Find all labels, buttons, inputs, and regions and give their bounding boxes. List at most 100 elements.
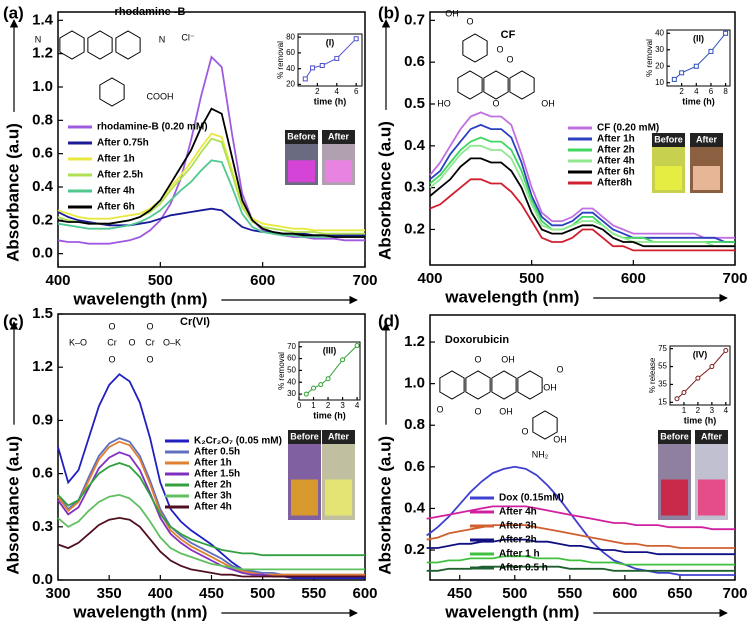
x-tick-label: 2 — [696, 406, 701, 415]
y-axis-label: Absorbance (a.u) — [3, 123, 22, 262]
structure-label: OH — [499, 406, 513, 416]
structure-label: OH — [553, 434, 567, 444]
y-tick-label: 0.3 — [404, 179, 425, 196]
annotation: Doxorubicin — [445, 334, 509, 346]
y-tick-label: 40 — [655, 28, 664, 37]
structure-label: O — [556, 364, 563, 374]
x-tick-label: 4 — [355, 401, 360, 410]
photo-label-bg — [695, 430, 728, 444]
x-tick-label: 8 — [723, 87, 728, 96]
panel-label: (a) — [3, 3, 24, 22]
x-tick-label: 700 — [352, 272, 377, 289]
structure-label: O — [521, 426, 528, 436]
legend-label: After 4h — [194, 502, 232, 513]
x-tick-label: 4 — [694, 87, 699, 96]
inset-point — [695, 375, 701, 381]
structure-ring — [115, 30, 141, 60]
photo-label: Before — [290, 431, 319, 441]
photo-liquid — [291, 479, 318, 516]
structure-label: O — [108, 321, 115, 331]
y-axis-label: Absorbance (a.u) — [375, 121, 394, 260]
photo-label-bg — [322, 130, 355, 144]
x-tick-label: 4 — [335, 87, 340, 96]
photo-label: After — [696, 134, 717, 144]
x-axis-label: wavelength (nm) — [444, 287, 579, 306]
photo-label: Before — [660, 431, 689, 441]
inset-point — [693, 63, 699, 69]
legend-label: After 0.75h — [97, 138, 149, 149]
legend-label: After8h — [597, 178, 632, 189]
inset-point — [674, 396, 680, 402]
y-tick-label: 55 — [658, 362, 667, 371]
inset-y-label: % release — [648, 357, 657, 393]
spectrum-line — [57, 107, 365, 238]
x-tick-label: 1 — [682, 406, 687, 415]
panel-label: (d) — [378, 311, 400, 330]
spectrum-line — [429, 178, 735, 252]
x-tick-label: 2 — [679, 87, 684, 96]
spectrum-line — [57, 55, 365, 245]
inset-point — [311, 385, 317, 391]
photo-label-bg — [652, 133, 685, 147]
inset-label: (IV) — [693, 349, 708, 359]
structure-label: O — [108, 354, 115, 364]
y-tick-label: 40 — [287, 377, 296, 386]
x-tick-label: 600 — [352, 585, 377, 602]
y-tick-label: 30 — [655, 45, 664, 54]
photo-liquid — [325, 479, 352, 516]
structure-label: O — [492, 98, 499, 108]
structure-ring — [87, 30, 113, 60]
inset-point — [319, 63, 325, 69]
legend-label: Dox (0.15mM) — [499, 493, 564, 504]
x-tick-label: 4 — [724, 406, 729, 415]
structure-ring — [439, 370, 465, 400]
photo-label-bg — [690, 133, 723, 147]
x-tick-label: 500 — [250, 585, 275, 602]
y-axis-label: Absorbance (a.u) — [3, 436, 22, 575]
y-tick-label: 1.2 — [404, 333, 425, 350]
inset-point — [353, 36, 359, 42]
y-tick-label: 0.8 — [404, 416, 425, 433]
spectrum-line — [57, 493, 365, 571]
spectrum-line — [57, 462, 365, 557]
structure-label: N — [35, 34, 42, 44]
x-tick-label: 700 — [722, 270, 747, 287]
y-tick-label: 60 — [286, 48, 295, 57]
structure-label: O–K — [163, 337, 181, 347]
legend-label: After 3h — [194, 491, 232, 502]
x-tick-label: 300 — [45, 585, 70, 602]
structure-label: HO — [437, 98, 451, 108]
structure-ring — [491, 370, 517, 400]
x-tick-label: 350 — [97, 585, 122, 602]
inset-point — [709, 364, 715, 370]
y-tick-label: 70 — [287, 342, 296, 351]
structure-label: Cl⁻ — [181, 32, 194, 42]
legend-label: After 0.5h — [194, 447, 240, 458]
legend-label: After 1h — [194, 458, 232, 469]
structure-label: O — [466, 16, 473, 26]
x-tick-label: 550 — [557, 585, 582, 602]
y-tick-label: 0.6 — [404, 53, 425, 70]
inset-y-label: % removal — [276, 41, 285, 79]
y-tick-label: 1.2 — [32, 358, 53, 375]
structure-ring — [99, 77, 125, 107]
structure-label: O — [496, 44, 503, 54]
x-tick-label: 0 — [297, 401, 302, 410]
annotation: CF — [501, 29, 516, 41]
photo-liquid — [325, 160, 352, 183]
y-tick-label: 0.7 — [404, 11, 425, 28]
y-tick-label: 0.3 — [32, 518, 53, 535]
y-tick-label: 80 — [286, 32, 295, 41]
panel-label: (c) — [3, 311, 24, 330]
legend-label: After 4h — [499, 507, 537, 518]
spectrum-line — [426, 465, 735, 576]
y-tick-label: 60 — [287, 354, 296, 363]
structure-ring — [462, 33, 488, 63]
x-tick-label: 1 — [311, 401, 316, 410]
spectrum-line — [57, 159, 365, 238]
y-tick-label: 50 — [287, 366, 296, 375]
inset-label: (III) — [323, 345, 337, 355]
legend-label: After 6h — [597, 167, 635, 178]
x-tick-label: 700 — [722, 585, 747, 602]
